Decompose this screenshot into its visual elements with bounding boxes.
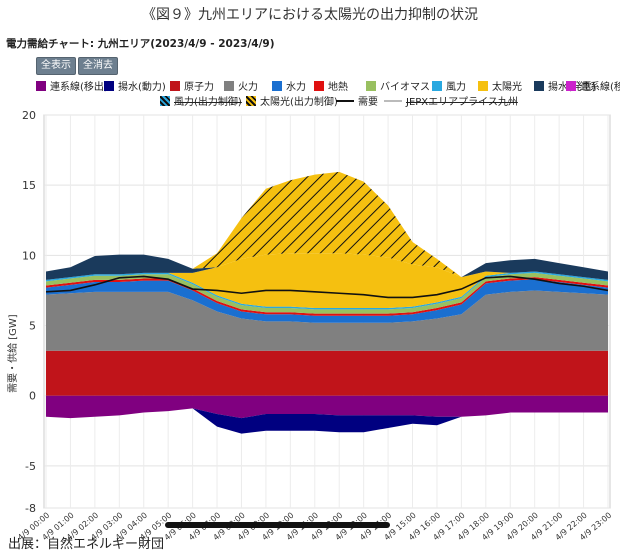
show-all-button[interactable]: 全表示 xyxy=(36,57,76,75)
legend-swatch xyxy=(478,81,488,91)
legend-label: 地熱 xyxy=(328,82,348,93)
figure-title: 《図９》九州エリアにおける太陽光の出力抑制の状況 xyxy=(142,7,478,23)
legend-label: 需要 xyxy=(358,97,378,108)
y-tick-label: 5 xyxy=(29,320,36,333)
area-series xyxy=(46,253,608,280)
demand-line xyxy=(45,275,609,299)
legend-item[interactable]: バイオマス xyxy=(366,81,430,95)
legend-item[interactable]: 風力(出力制御) xyxy=(160,96,242,110)
legend-swatch xyxy=(366,81,376,91)
area-series xyxy=(46,171,608,278)
legend-label: 揚水(動力) xyxy=(118,82,166,93)
legend-label: JEPXエリアプライス九州 xyxy=(406,97,518,108)
legend-item[interactable]: 太陽光(出力制御) xyxy=(246,96,338,110)
chart-title: 電力需給チャート: 九州エリア(2023/4/9 - 2023/4/9) xyxy=(6,38,275,50)
legend-swatch xyxy=(170,81,180,91)
legend-label: 風力 xyxy=(446,82,466,93)
legend-item[interactable]: 需要 xyxy=(336,96,378,110)
legend-item[interactable]: 火力 xyxy=(224,81,258,95)
legend-item[interactable]: 太陽光 xyxy=(478,81,522,95)
legend-item[interactable]: 地熱 xyxy=(314,81,348,95)
legend-item[interactable]: 水力 xyxy=(272,81,306,95)
area-series xyxy=(46,350,608,396)
legend-label: 連系線(移入) xyxy=(580,82,620,93)
y-tick-label: 0 xyxy=(29,390,36,403)
area-series xyxy=(46,271,608,310)
legend-item[interactable]: 風力 xyxy=(432,81,466,95)
legend-label: バイオマス xyxy=(380,82,430,93)
legend-item[interactable]: JEPXエリアプライス九州 xyxy=(384,96,518,110)
area-series xyxy=(46,272,608,314)
legend-item[interactable]: 連系線(移入) xyxy=(566,81,620,95)
legend-item[interactable]: 揚水(動力) xyxy=(104,81,166,95)
legend-label: 太陽光(出力制御) xyxy=(260,97,338,108)
legend-item[interactable]: 原子力 xyxy=(170,81,214,95)
area-series xyxy=(46,253,608,308)
hide-all-button[interactable]: 全消去 xyxy=(78,57,118,75)
legend-label: 太陽光 xyxy=(492,82,522,93)
legend-swatch xyxy=(272,81,282,91)
area-series xyxy=(46,408,608,434)
legend-swatch xyxy=(534,81,544,91)
y-tick-label: -8 xyxy=(25,502,36,515)
legend-label: 原子力 xyxy=(184,82,214,93)
y-tick-label: 20 xyxy=(22,109,36,122)
legend-swatch xyxy=(104,81,114,91)
legend-item[interactable]: 連系線(移出) xyxy=(36,81,108,95)
legend-label: 風力(出力制御) xyxy=(174,97,242,108)
y-tick-label: 15 xyxy=(22,179,36,192)
legend-swatch xyxy=(314,81,324,91)
legend-swatch xyxy=(336,100,354,102)
legend-swatch xyxy=(160,96,170,106)
legend-swatch xyxy=(384,100,402,102)
area-series xyxy=(46,395,608,419)
legend-label: 連系線(移出) xyxy=(50,82,108,93)
source-note: 出展：自然エネルギー財団 xyxy=(8,537,165,552)
legend-swatch xyxy=(36,81,46,91)
y-tick-label: -5 xyxy=(25,460,36,473)
legend-swatch xyxy=(246,96,256,106)
legend-swatch xyxy=(432,81,442,91)
legend-label: 火力 xyxy=(238,82,258,93)
y-axis-label: 需要・供給 [GW] xyxy=(6,314,19,393)
legend-label: 水力 xyxy=(286,82,306,93)
legend-swatch xyxy=(224,81,234,91)
chart-scrollbar[interactable] xyxy=(165,522,390,528)
y-tick-label: 10 xyxy=(22,249,36,262)
area-series xyxy=(46,279,608,323)
area-series xyxy=(46,290,608,351)
legend-swatch xyxy=(566,81,576,91)
